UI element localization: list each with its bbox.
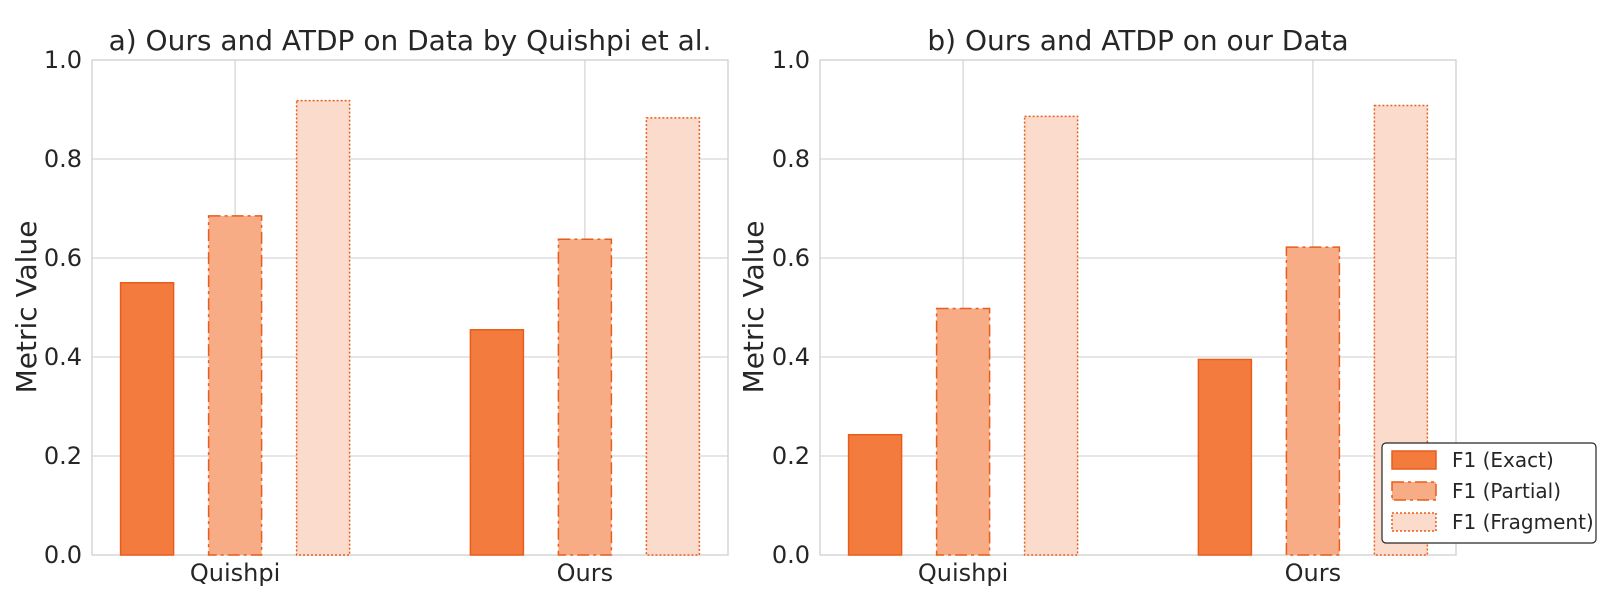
y-ticks-a: 0.0 0.2 0.4 0.6 0.8 1.0 — [44, 46, 82, 569]
legend-label-partial: F1 (Partial) — [1452, 479, 1561, 503]
y-tick-label: 0.4 — [772, 343, 810, 371]
bar-partial-ours — [1285, 246, 1341, 556]
bars-a — [119, 99, 701, 556]
y-tick-label: 0.0 — [772, 541, 810, 569]
bar-exact-ours — [1197, 358, 1253, 556]
bar-exact-quishpi — [847, 433, 903, 556]
bar-exact-ours — [469, 329, 525, 556]
x-tick-label: Ours — [1285, 559, 1341, 587]
y-tick-label: 0.2 — [772, 442, 810, 470]
y-tick-label: 1.0 — [44, 46, 82, 74]
chart-panel-a: a) Ours and ATDP on Data by Quishpi et a… — [10, 24, 729, 587]
bar-fragment-ours — [645, 117, 701, 556]
legend-swatch-partial — [1391, 481, 1437, 501]
legend-label-exact: F1 (Exact) — [1452, 448, 1554, 472]
y-tick-label: 0.8 — [44, 145, 82, 173]
y-tick-label: 0.6 — [772, 244, 810, 272]
y-tick-label: 0.6 — [44, 244, 82, 272]
y-ticks-b: 0.0 0.2 0.4 0.6 0.8 1.0 — [772, 46, 810, 569]
y-axis-label-b: Metric Value — [737, 221, 770, 394]
x-tick-label: Quishpi — [190, 559, 280, 587]
y-tick-label: 1.0 — [772, 46, 810, 74]
legend: F1 (Exact) F1 (Partial) F1 (Fragment) — [1381, 442, 1597, 544]
bar-exact-quishpi — [119, 282, 175, 556]
y-tick-label: 0.8 — [772, 145, 810, 173]
x-ticks-b: Quishpi Ours — [918, 559, 1341, 587]
bar-fragment-quishpi — [1023, 115, 1079, 556]
y-tick-label: 0.2 — [44, 442, 82, 470]
x-tick-label: Quishpi — [918, 559, 1008, 587]
bar-partial-quishpi — [207, 215, 263, 556]
plot-frame-b — [819, 59, 1457, 556]
legend-label-fragment: F1 (Fragment) — [1452, 510, 1594, 534]
bar-partial-ours — [557, 238, 613, 556]
y-axis-label-a: Metric Value — [10, 221, 43, 394]
plot-frame-a — [91, 59, 729, 556]
y-tick-label: 0.0 — [44, 541, 82, 569]
x-ticks-a: Quishpi Ours — [190, 559, 613, 587]
bar-fragment-quishpi — [295, 99, 351, 556]
y-tick-label: 0.4 — [44, 343, 82, 371]
bar-partial-quishpi — [935, 307, 991, 556]
legend-swatch-fragment — [1391, 512, 1437, 532]
chart-title-a: a) Ours and ATDP on Data by Quishpi et a… — [109, 24, 712, 57]
x-tick-label: Ours — [557, 559, 613, 587]
legend-swatch-exact — [1391, 450, 1437, 470]
chart-title-b: b) Ours and ATDP on our Data — [927, 24, 1348, 57]
